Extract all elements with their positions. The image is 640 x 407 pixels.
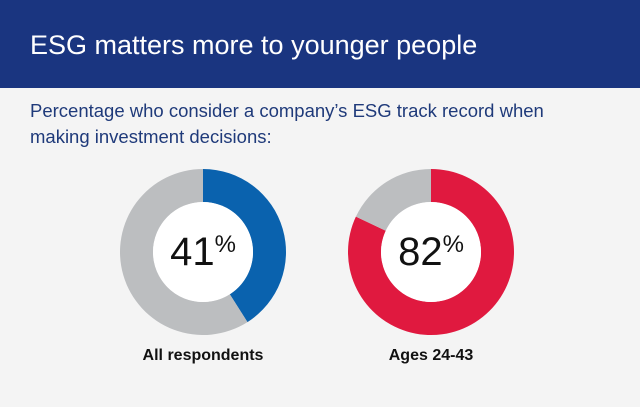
donut-segment — [355, 169, 431, 231]
donut-segment — [348, 169, 514, 335]
value-unit: % — [443, 231, 464, 258]
donut-segment — [203, 169, 286, 323]
chart-label: All respondents — [143, 347, 264, 364]
value-number: 41 — [170, 230, 215, 274]
donut-hole — [153, 202, 253, 302]
center-value: 41% — [170, 230, 236, 274]
header-band — [0, 0, 640, 88]
subtitle: Percentage who consider a company’s ESG … — [30, 100, 544, 147]
title: ESG matters more to younger people — [30, 30, 478, 60]
value-number: 82 — [398, 230, 443, 274]
chart-label: Ages 24-43 — [389, 347, 474, 364]
value-unit: % — [215, 231, 236, 258]
donut-hole — [381, 202, 481, 302]
center-value: 82% — [398, 230, 464, 274]
donut-segment — [119, 169, 248, 335]
